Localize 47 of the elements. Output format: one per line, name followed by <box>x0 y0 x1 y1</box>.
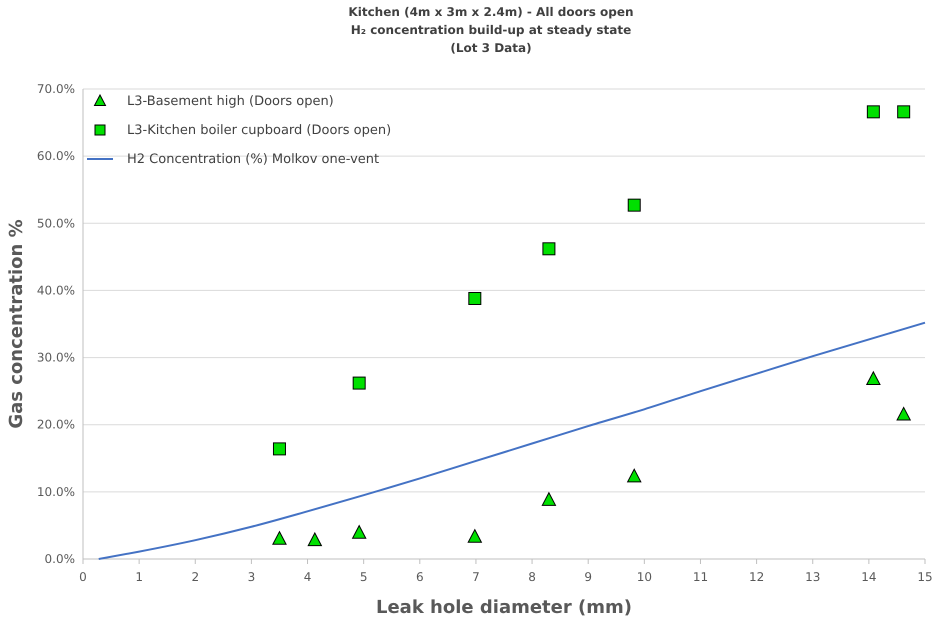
y-tick-label: 10.0% <box>36 484 75 499</box>
x-tick-label: 3 <box>248 570 256 584</box>
x-tick-label: 9 <box>584 570 592 584</box>
point <box>352 525 366 539</box>
y-tick-label: 40.0% <box>36 283 75 298</box>
point <box>468 292 482 305</box>
x-tick-label: 0 <box>79 570 87 584</box>
y-tick-label: 60.0% <box>36 149 75 164</box>
point <box>866 105 880 118</box>
x-tick-label: 12 <box>748 570 764 584</box>
point <box>627 468 642 482</box>
legend-label: H2 Concentration (%) Molkov one-vent <box>127 152 380 167</box>
x-tick-label: 6 <box>416 570 424 584</box>
legend-label: L3-Basement high (Doors open) <box>127 94 334 109</box>
point <box>866 371 880 385</box>
point <box>272 442 286 456</box>
x-tick-label: 1 <box>135 570 143 584</box>
y-tick-label: 50.0% <box>36 216 75 230</box>
x-tick-label: 8 <box>528 570 536 584</box>
point <box>897 105 910 118</box>
point <box>628 198 641 212</box>
x-tick-label: 7 <box>472 570 480 584</box>
point <box>542 492 556 506</box>
line-series <box>98 322 926 560</box>
point <box>542 242 556 256</box>
y-tick-label: 20.0% <box>36 418 75 432</box>
legend-label: L3-Kitchen boiler cupboard (Doors open) <box>127 123 392 138</box>
point <box>272 531 287 545</box>
point <box>896 406 911 421</box>
chart-subtitle: H₂ concentration build-up at steady state (Lot 3 Data) <box>350 23 632 55</box>
x-tick-label: 11 <box>692 570 708 584</box>
point <box>308 532 322 546</box>
x-tick-label: 2 <box>191 570 200 584</box>
x-tick-label: 14 <box>861 570 877 584</box>
x-tick-label: 4 <box>304 570 312 584</box>
x-tick-label: 5 <box>360 570 368 584</box>
point <box>352 376 366 390</box>
y-tick-label: 0.0% <box>44 552 75 566</box>
y-tick-label: 70.0% <box>36 82 75 96</box>
y-tick-label: 30.0% <box>36 350 75 365</box>
x-tick-label: 10 <box>636 570 652 584</box>
x-tick-label: 15 <box>917 570 933 584</box>
x-tick-label: 13 <box>805 570 820 584</box>
x-axis-title: Leak hole diameter (mm) <box>376 597 632 618</box>
y-axis-title: Gas concentration % <box>6 219 27 429</box>
point <box>468 529 482 543</box>
chart-title: Kitchen (4m x 3m x 2.4m) - All doors open <box>348 5 634 19</box>
